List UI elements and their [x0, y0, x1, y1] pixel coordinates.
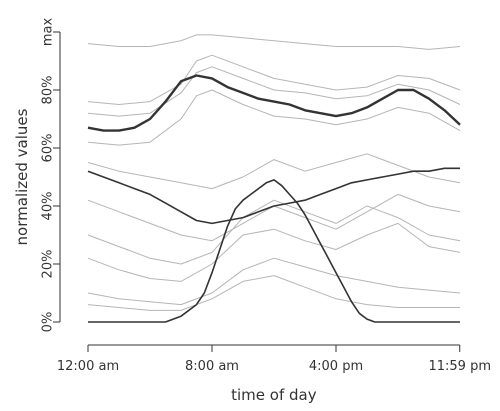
background-series-line-9: [87, 222, 461, 282]
y-tick-label: 20%: [41, 250, 56, 279]
x-tick-label: 11:59 pm: [428, 359, 491, 374]
y-tick-label: 0%: [41, 312, 56, 333]
y-tick-label: 60%: [41, 134, 56, 163]
background-series-line-6: [87, 89, 461, 146]
highlight-series-line-2: [88, 179, 460, 323]
y-axis-title: normalized values: [13, 108, 31, 245]
background-series-line-10: [87, 257, 461, 306]
x-tick-label: 12:00 am: [57, 359, 119, 374]
background-series-line-12: [87, 193, 461, 242]
x-axis-title: time of day: [231, 386, 317, 404]
x-axis-ticks: 12:00 am 8:00 am 4:00 pm 11:59 pm: [57, 345, 491, 374]
background-series-line-11: [87, 275, 460, 311]
background-series-line-3: [87, 34, 461, 50]
y-axis-ticks: 0% 20% 40% 60% 80% max: [41, 18, 60, 333]
y-tick-label: 40%: [41, 192, 56, 221]
x-tick-label: 4:00 pm: [309, 359, 363, 374]
x-tick-label: 8:00 am: [185, 359, 239, 374]
highlight-series-line-1: [87, 167, 460, 225]
plot-lines: [87, 34, 461, 323]
background-series-line-8: [87, 199, 461, 265]
axes: [59, 32, 460, 346]
background-series-line-4: [87, 54, 461, 105]
highlight-series-line-0: [87, 74, 461, 132]
background-series-line-5: [87, 66, 461, 117]
y-tick-label: max: [41, 18, 56, 47]
background-series-line-7: [87, 153, 461, 190]
y-tick-label: 80%: [41, 76, 56, 105]
